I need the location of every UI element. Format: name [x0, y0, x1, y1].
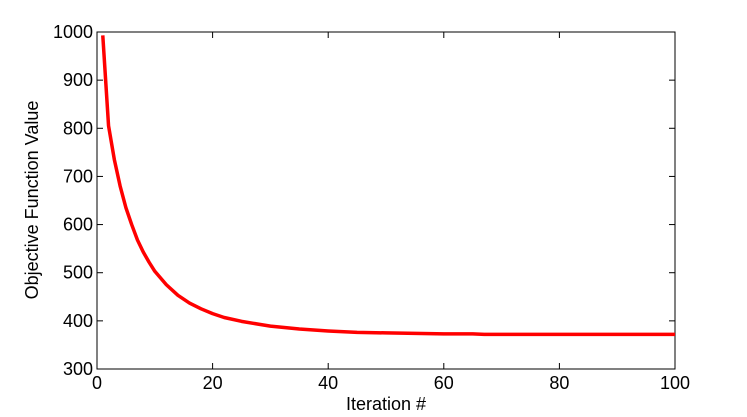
- x-tick-label: 80: [549, 373, 569, 393]
- y-tick-label: 400: [63, 311, 93, 331]
- y-tick-label: 1000: [53, 22, 93, 42]
- y-axis-label: Objective Function Value: [22, 101, 42, 300]
- y-tick-label: 300: [63, 359, 93, 379]
- plot-frame: [96, 31, 676, 370]
- x-axis-label: Iteration #: [346, 394, 426, 414]
- y-tick-label: 700: [63, 166, 93, 186]
- x-tick-label: 40: [318, 373, 338, 393]
- x-tick-label: 60: [434, 373, 454, 393]
- y-tick-label: 600: [63, 215, 93, 235]
- x-tick-label: 20: [203, 373, 223, 393]
- x-tick-label: 100: [660, 373, 690, 393]
- x-tick-label: 0: [92, 373, 102, 393]
- data-line: [101, 35, 675, 337]
- y-tick-label: 800: [63, 118, 93, 138]
- y-tick-label: 900: [63, 70, 93, 90]
- y-tick-label: 500: [63, 263, 93, 283]
